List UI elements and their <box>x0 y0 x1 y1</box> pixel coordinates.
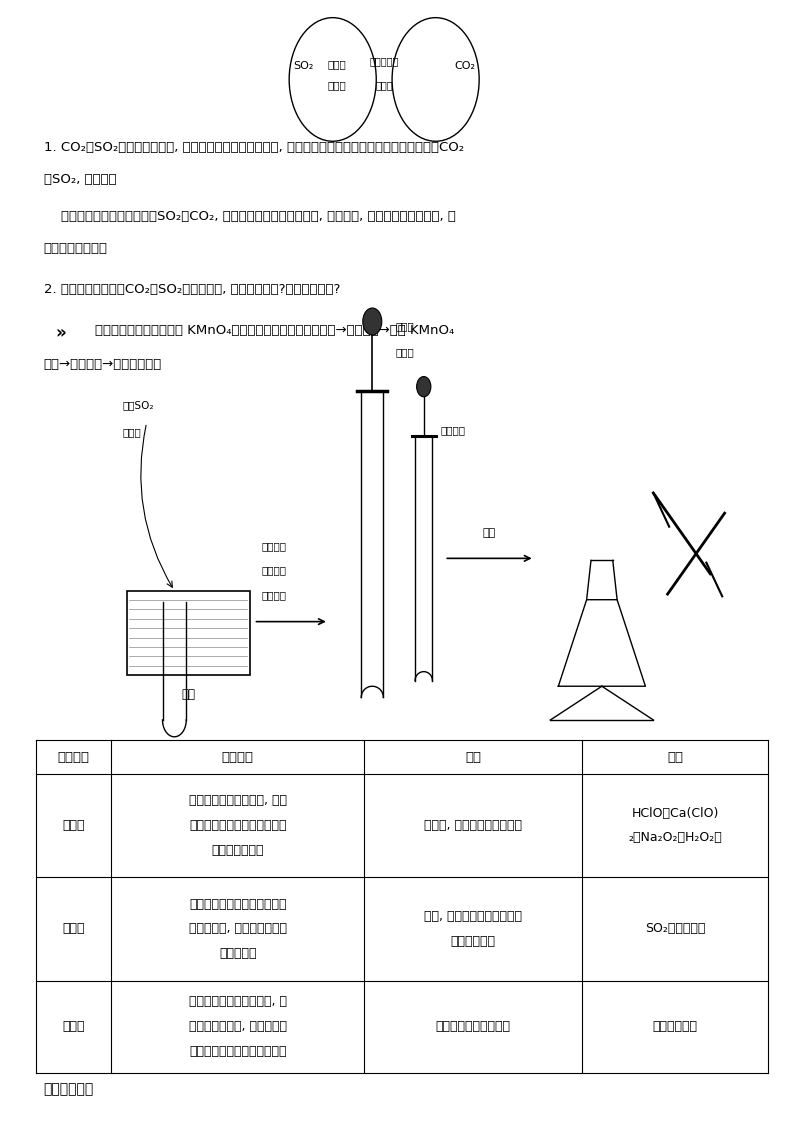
Text: 化合型: 化合型 <box>62 923 85 935</box>
Text: ₂、Na₂O₂、H₂O₂等: ₂、Na₂O₂、H₂O₂等 <box>628 831 722 844</box>
Text: CO₂: CO₂ <box>454 61 475 71</box>
Text: 其氧化性氧化有色物质而使之: 其氧化性氧化有色物质而使之 <box>189 820 286 832</box>
Bar <box>127 591 250 675</box>
Text: 2. 若要证明某气体是CO₂和SO₂的混合气体, 需用哪些试剂?顺序如何确定?: 2. 若要证明某气体是CO₂和SO₂的混合气体, 需用哪些试剂?顺序如何确定? <box>44 283 340 295</box>
Text: 部分液体: 部分液体 <box>262 590 286 600</box>
Text: 氧化型: 氧化型 <box>62 820 85 832</box>
Text: 漂白剂本身是强氧化剂, 利用: 漂白剂本身是强氧化剂, 利用 <box>189 795 286 807</box>
Text: 色物质而使之失去原有的颜色: 色物质而使之失去原有的颜色 <box>189 1045 286 1058</box>
Text: »: » <box>56 324 66 342</box>
Text: 漂白剂与有色物质结合生成新: 漂白剂与有色物质结合生成新 <box>189 898 286 911</box>
Text: 吸附型: 吸附型 <box>62 1020 85 1034</box>
Text: 漂白原理: 漂白原理 <box>222 751 254 763</box>
Text: 的试管: 的试管 <box>123 427 142 437</box>
Text: 分别用两: 分别用两 <box>262 541 286 550</box>
Text: 可逆, 在一定的条件下又能恢: 可逆, 在一定的条件下又能恢 <box>424 910 522 923</box>
Text: SO₂: SO₂ <box>293 61 314 71</box>
Text: 漂白性: 漂白性 <box>327 80 346 91</box>
Text: 1. CO₂和SO₂均为酸性氧化物, 在性质上具有一定的相似性, 结合已有的知识探究能否用澄清石灰水鉴别CO₂: 1. CO₂和SO₂均为酸性氧化物, 在性质上具有一定的相似性, 结合已有的知识… <box>44 142 464 154</box>
Text: 水槽: 水槽 <box>182 688 195 702</box>
Text: 有较大的表面积, 可以吸附有: 有较大的表面积, 可以吸附有 <box>189 1020 286 1034</box>
Text: 原有的颜色: 原有的颜色 <box>219 947 257 960</box>
Text: 品红溶液: 品红溶液 <box>440 426 466 436</box>
Circle shape <box>362 308 382 335</box>
Text: 漂白类型: 漂白类型 <box>58 751 90 763</box>
Text: 特点: 特点 <box>466 751 482 763</box>
Text: 紫色石: 紫色石 <box>395 321 414 331</box>
Text: 蕊溶液: 蕊溶液 <box>395 346 414 357</box>
Text: 复原来的颜色: 复原来的颜色 <box>450 935 496 947</box>
Text: 有些固体物质疏松、多孔, 具: 有些固体物质疏松、多孔, 具 <box>189 995 286 1009</box>
Text: SO₂使品红褮色: SO₂使品红褮色 <box>645 923 706 935</box>
Text: 氧化性: 氧化性 <box>375 80 393 91</box>
Text: 振荡: 振荡 <box>483 529 496 538</box>
Text: 「重点突破」: 「重点突破」 <box>44 1082 94 1096</box>
Text: 失去原有的颜色: 失去原有的颜色 <box>211 843 264 857</box>
Circle shape <box>417 377 431 397</box>
Text: 来沉淀溶解消失。: 来沉淀溶解消失。 <box>44 242 108 255</box>
Text: 充满SO₂: 充满SO₂ <box>123 400 154 410</box>
Text: HClO、Ca(ClO): HClO、Ca(ClO) <box>631 807 718 820</box>
Text: 还原剂: 还原剂 <box>327 59 346 69</box>
Text: 的无色物质, 使有机色质失去: 的无色物质, 使有机色质失去 <box>189 923 286 935</box>
Text: 部分吸附剂可重复使用: 部分吸附剂可重复使用 <box>436 1020 510 1034</box>
Text: 提示不能用澄清石灰水鉴别SO₂和CO₂, 因为二者通入澄清石灰水时, 现象相同, 即开始产生白色沉淀, 后: 提示不能用澄清石灰水鉴别SO₂和CO₂, 因为二者通入澄清石灰水时, 现象相同,… <box>44 211 456 223</box>
Text: 酸性氧化物: 酸性氧化物 <box>370 57 399 67</box>
Text: 支试管取: 支试管取 <box>262 566 286 575</box>
Text: 溶液→品红溶液→澄清石灰水。: 溶液→品红溶液→澄清石灰水。 <box>44 359 162 371</box>
Text: 不可逆, 褮色后不能恢复原色: 不可逆, 褮色后不能恢复原色 <box>424 820 522 832</box>
Text: 提示可用品红溶液、酸性 KMnO₄溶液和澄清石灰水。混合气体→品红溶液→酸性 KMnO₄: 提示可用品红溶液、酸性 KMnO₄溶液和澄清石灰水。混合气体→品红溶液→酸性 K… <box>95 324 454 336</box>
Text: 活性炭、木炭: 活性炭、木炭 <box>653 1020 698 1034</box>
Text: 举例: 举例 <box>667 751 683 763</box>
Text: 和SO₂, 为什么？: 和SO₂, 为什么？ <box>44 173 116 186</box>
